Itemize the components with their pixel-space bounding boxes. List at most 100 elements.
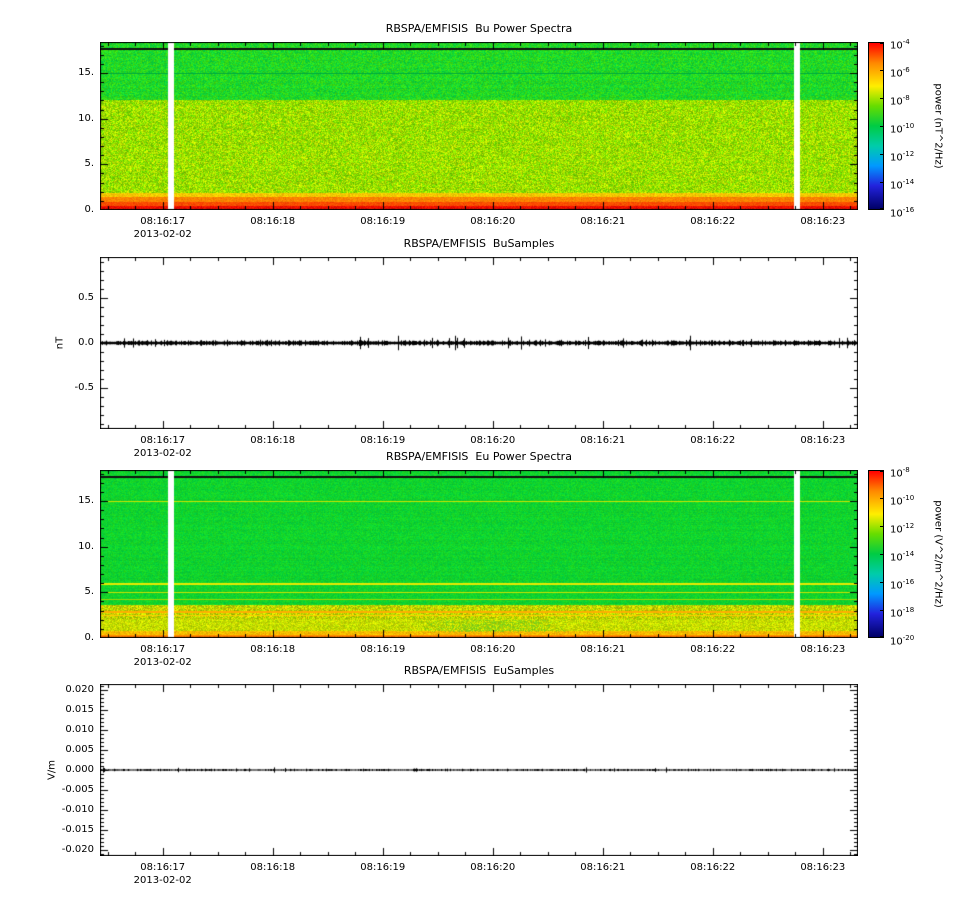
colorbar-tick-label: 10-16 <box>890 578 915 592</box>
x-tick-label: 08:16:22 <box>690 435 736 446</box>
colorbar-tick <box>880 208 884 209</box>
colorbar-tick-exponent: -12 <box>902 150 915 158</box>
colorbar-tick <box>880 498 884 499</box>
y-tick-label: -0.010 <box>61 804 94 815</box>
x-tick-label: 08:16:23 <box>800 435 846 446</box>
colorbar-tick-exponent: -10 <box>902 494 915 502</box>
y-tick-label: 0.010 <box>65 724 94 735</box>
y-tick-label: 0.000 <box>65 764 94 775</box>
colorbar-tick <box>880 154 884 155</box>
colorbar-tick <box>880 526 884 527</box>
colorbar-tick <box>880 182 884 183</box>
colorbar-tick <box>880 582 884 583</box>
x-tick-label: 08:16:21 <box>580 862 626 873</box>
date-label: 2013-02-02 <box>133 875 192 886</box>
eu-power-spectra-spectrogram <box>100 470 858 638</box>
x-tick-label: 08:16:18 <box>250 435 296 446</box>
colorbar-tick-label: 10-4 <box>890 38 910 52</box>
x-tick-label: 08:16:23 <box>800 644 846 655</box>
colorbar-tick-label: 10-6 <box>890 66 910 80</box>
date-label: 2013-02-02 <box>133 229 192 240</box>
colorbar-tick <box>880 636 884 637</box>
date-label: 2013-02-02 <box>133 657 192 668</box>
colorbar-tick-label: 10-8 <box>890 466 910 480</box>
x-tick-label: 08:16:19 <box>360 435 406 446</box>
panel-title-eu-samples: RBSPA/EMFISIS EuSamples <box>403 664 555 677</box>
colorbar-tick-label: 10-10 <box>890 122 915 136</box>
y-tick-label: 0.015 <box>65 704 94 715</box>
x-tick-label: 08:16:23 <box>800 216 846 227</box>
y-tick-label: 0. <box>84 204 94 215</box>
y-tick-label: 15. <box>78 495 94 507</box>
panel-title-bu-power-spectra: RBSPA/EMFISIS Bu Power Spectra <box>385 22 573 35</box>
colorbar-tick <box>880 610 884 611</box>
x-tick-label: 08:16:19 <box>360 644 406 655</box>
x-tick-label: 08:16:21 <box>580 644 626 655</box>
x-tick-label: 08:16:18 <box>250 862 296 873</box>
colorbar-tick-exponent: -4 <box>902 38 910 46</box>
y-tick-label: 10. <box>78 112 94 124</box>
colorbar-tick-label: 10-14 <box>890 178 915 192</box>
y-tick-label: 5. <box>84 158 94 170</box>
y-tick-label: -0.015 <box>61 824 94 835</box>
colorbar-tick-exponent: -12 <box>902 522 915 530</box>
bu-colorbar-axis-label: power (nT^2/Hz) <box>932 83 944 169</box>
colorbar-tick-label: 10-16 <box>890 206 915 220</box>
colorbar-tick-label: 10-18 <box>890 606 915 620</box>
date-label: 2013-02-02 <box>133 448 192 459</box>
x-tick-label: 08:16:21 <box>580 216 626 227</box>
y-tick-label: 0.005 <box>65 744 94 755</box>
y-tick-label: 5. <box>84 586 94 598</box>
x-tick-label: 08:16:19 <box>360 216 406 227</box>
x-tick-label: 08:16:20 <box>470 644 516 655</box>
colorbar-tick-exponent: -10 <box>902 122 915 130</box>
colorbar-tick-label: 10-12 <box>890 150 915 164</box>
colorbar-tick <box>880 554 884 555</box>
colorbar-tick-exponent: -20 <box>902 634 915 642</box>
y-tick-label: -0.5 <box>74 382 94 394</box>
x-tick-label: 08:16:20 <box>470 435 516 446</box>
colorbar-tick-exponent: -16 <box>902 206 915 214</box>
x-tick-label: 08:16:21 <box>580 435 626 446</box>
y-tick-label: -0.020 <box>61 844 94 855</box>
colorbar-tick <box>880 98 884 99</box>
x-tick-label: 08:16:18 <box>250 644 296 655</box>
colorbar-tick-label: 10-10 <box>890 494 915 508</box>
colorbar-tick-exponent: -8 <box>902 466 910 474</box>
colorbar-tick-exponent: -8 <box>902 94 910 102</box>
panel-title-eu-power-spectra: RBSPA/EMFISIS Eu Power Spectra <box>386 450 572 463</box>
x-tick-label: 08:16:17 <box>140 435 186 446</box>
y-tick-label: 0.020 <box>65 684 94 695</box>
eu-samples-waveform-plot <box>100 684 858 856</box>
x-tick-label: 08:16:19 <box>360 862 406 873</box>
colorbar-tick <box>880 126 884 127</box>
x-tick-label: 08:16:17 <box>140 644 186 655</box>
x-tick-label: 08:16:20 <box>470 216 516 227</box>
colorbar-tick-label: 10-14 <box>890 550 915 564</box>
y-tick-label: 0.0 <box>78 337 94 348</box>
colorbar-tick <box>880 471 884 472</box>
colorbar-tick-exponent: -16 <box>902 578 915 586</box>
colorbar-tick-exponent: -14 <box>902 178 915 186</box>
y-tick-label: 0. <box>84 632 94 643</box>
colorbar-tick-exponent: -18 <box>902 606 915 614</box>
x-tick-label: 08:16:23 <box>800 862 846 873</box>
x-tick-label: 08:16:17 <box>140 862 186 873</box>
x-tick-label: 08:16:22 <box>690 862 736 873</box>
panel-title-bu-samples: RBSPA/EMFISIS BuSamples <box>403 237 555 250</box>
y-tick-label: -0.005 <box>61 784 94 795</box>
colorbar-tick-exponent: -14 <box>902 550 915 558</box>
colorbar-tick-exponent: -6 <box>902 66 910 74</box>
colorbar-tick-label: 10-12 <box>890 522 915 536</box>
x-tick-label: 08:16:18 <box>250 216 296 227</box>
x-tick-label: 08:16:20 <box>470 862 516 873</box>
x-tick-label: 08:16:22 <box>690 644 736 655</box>
x-tick-label: 08:16:22 <box>690 216 736 227</box>
bu-samples-waveform-plot <box>100 257 858 429</box>
colorbar-tick <box>880 70 884 71</box>
y-tick-label: 10. <box>78 540 94 552</box>
colorbar-tick <box>880 43 884 44</box>
colorbar-tick-label: 10-20 <box>890 634 915 648</box>
y-tick-label: 15. <box>78 67 94 79</box>
